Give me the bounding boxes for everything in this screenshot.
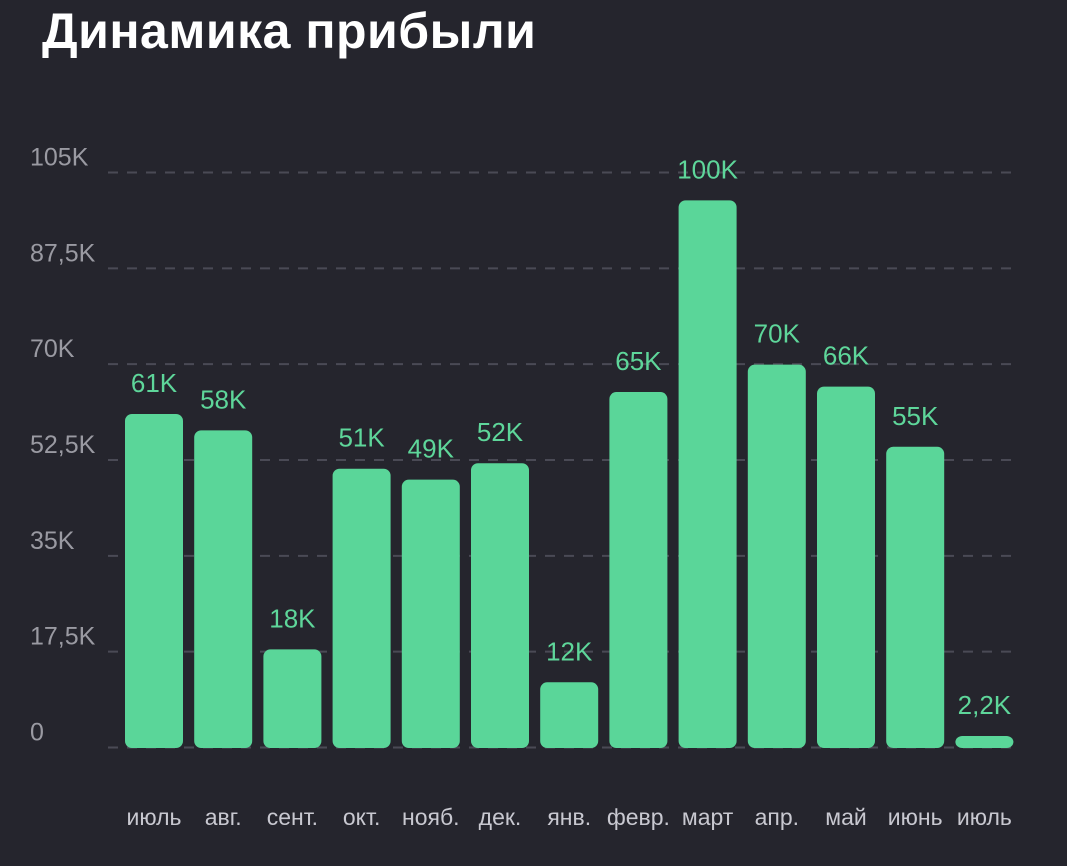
data-label: 65K: [615, 346, 662, 376]
data-label: 61K: [131, 368, 178, 398]
bar: [332, 468, 391, 748]
x-tick-label: июнь: [888, 804, 943, 830]
data-label: 51K: [338, 423, 385, 453]
data-label: 12K: [546, 636, 593, 666]
data-label: 58K: [200, 384, 247, 414]
x-tick-label: авг.: [205, 804, 242, 830]
x-tick-label: сент.: [267, 804, 318, 830]
bar: [747, 364, 806, 748]
x-tick-label: июль: [127, 804, 182, 830]
data-label: 49K: [408, 434, 455, 464]
y-tick-label: 0: [30, 719, 44, 747]
data-label: 66K: [823, 341, 870, 371]
chart-title: Динамика прибыли: [42, 3, 537, 59]
bar: [678, 200, 737, 748]
bar: [194, 430, 253, 748]
y-tick-label: 17,5K: [30, 623, 96, 651]
data-label: 18K: [269, 603, 316, 633]
bars: [125, 200, 1014, 748]
y-axis-ticks: 0 17,5K 35K 52,5K 70K 87,5K 105K: [30, 144, 96, 747]
x-tick-label: май: [825, 804, 866, 830]
y-tick-label: 105K: [30, 144, 89, 172]
data-label: 100K: [677, 154, 738, 184]
bar: [401, 479, 460, 748]
y-tick-label: 70K: [30, 335, 75, 363]
x-tick-label: март: [682, 804, 734, 830]
y-tick-label: 87,5K: [30, 239, 96, 267]
x-tick-label: янв.: [547, 804, 591, 830]
bar: [955, 735, 1014, 748]
x-tick-label: дек.: [479, 804, 522, 830]
data-label: 52K: [477, 417, 524, 447]
bar: [540, 682, 599, 748]
bar: [817, 386, 875, 748]
y-tick-label: 35K: [30, 527, 75, 555]
x-tick-label: апр.: [755, 804, 799, 830]
x-axis-ticks: июль авг. сент. окт. нояб. дек. янв. февр. март а…: [127, 804, 1012, 830]
data-label: 2,2K: [958, 690, 1012, 720]
bar: [263, 649, 322, 748]
x-tick-label: нояб.: [402, 804, 460, 830]
bar: [125, 413, 183, 748]
bar: [886, 446, 945, 748]
data-label: 70K: [754, 319, 801, 349]
x-tick-label: июль: [957, 804, 1012, 830]
data-labels: 61K 58K 18K 51K 49K 52K 12K 65K 100K 70K 66K 55K 2,2…: [131, 154, 1012, 720]
y-tick-label: 52,5K: [30, 431, 96, 459]
data-label: 55K: [892, 401, 939, 431]
x-tick-label: окт.: [343, 804, 381, 830]
x-tick-label: февр.: [607, 804, 670, 830]
bar: [471, 463, 529, 748]
bar: [609, 392, 668, 748]
